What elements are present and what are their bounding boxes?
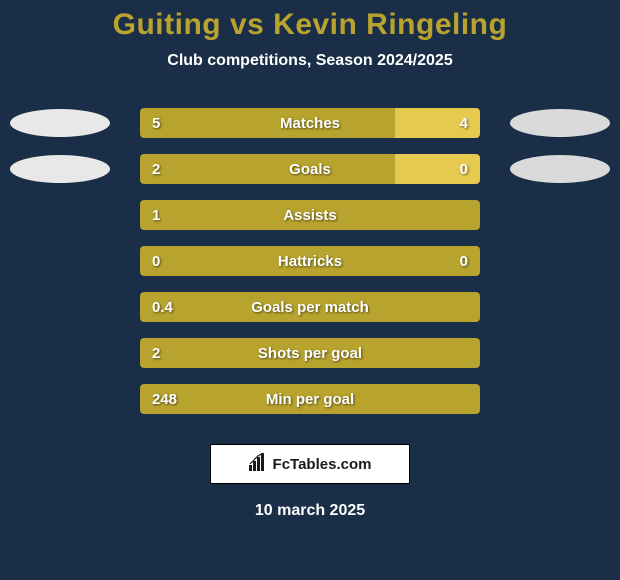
watermark-text: FcTables.com — [273, 456, 372, 473]
stat-label: Matches — [140, 115, 480, 132]
bars-icon — [249, 453, 269, 476]
stat-label: Goals — [140, 161, 480, 178]
stat-row: 248Min per goal — [0, 376, 620, 422]
date-line: 10 march 2025 — [0, 502, 620, 520]
player-left-placeholder — [10, 109, 110, 137]
stat-row: 1Assists — [0, 192, 620, 238]
stat-label: Hattricks — [140, 253, 480, 270]
watermark-badge: FcTables.com — [210, 444, 410, 484]
stat-label: Min per goal — [140, 391, 480, 408]
stat-row: 20Goals — [0, 146, 620, 192]
stats-bar-list: 54Matches20Goals1Assists00Hattricks0.4Go… — [0, 100, 620, 422]
player-right-placeholder — [510, 109, 610, 137]
page-title: Guiting vs Kevin Ringeling — [0, 0, 620, 42]
stat-row: 00Hattricks — [0, 238, 620, 284]
page-subtitle: Club competitions, Season 2024/2025 — [0, 52, 620, 70]
stat-label: Shots per goal — [140, 345, 480, 362]
stat-label: Goals per match — [140, 299, 480, 316]
player-left-placeholder — [10, 155, 110, 183]
player-right-placeholder — [510, 155, 610, 183]
stat-row: 54Matches — [0, 100, 620, 146]
stat-label: Assists — [140, 207, 480, 224]
stat-row: 2Shots per goal — [0, 330, 620, 376]
stat-row: 0.4Goals per match — [0, 284, 620, 330]
